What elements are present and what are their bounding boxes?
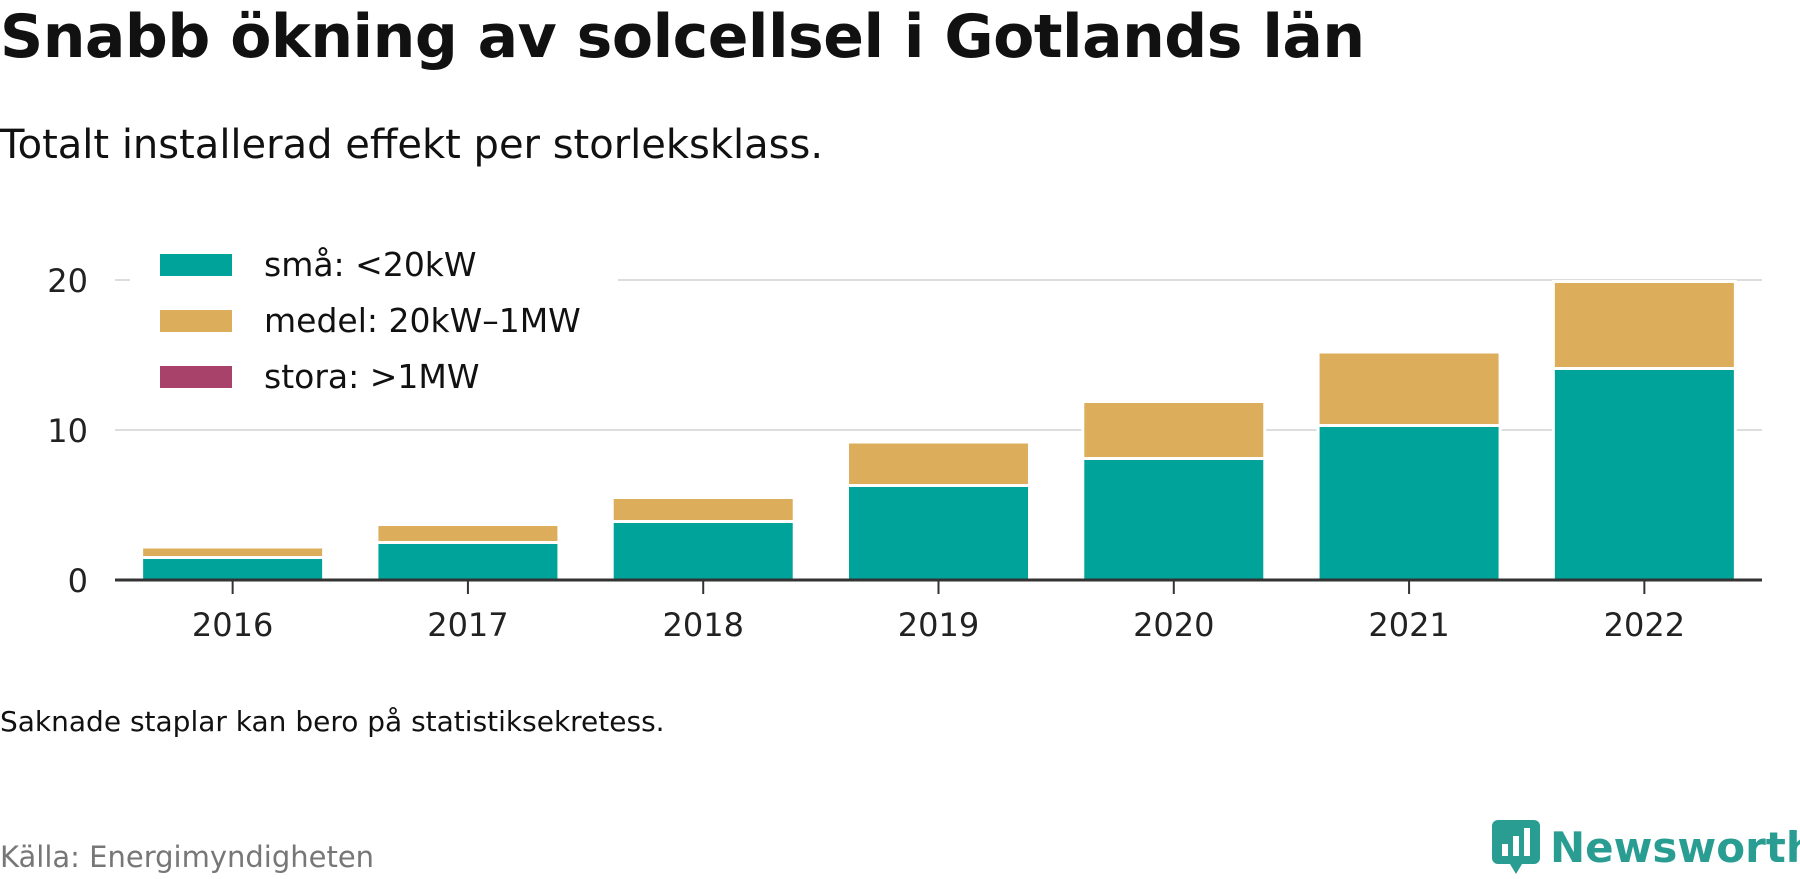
bar-segment-2017-series-0 — [375, 541, 561, 582]
bar-segment-2018-series-0 — [610, 520, 796, 582]
legend-swatch — [160, 366, 232, 388]
legend-label: medel: 20kW–1MW — [264, 301, 581, 340]
x-tick-label: 2019 — [898, 606, 979, 644]
legend-swatch — [160, 310, 232, 332]
x-tick-label: 2018 — [662, 606, 743, 644]
x-tick-label: 2016 — [192, 606, 273, 644]
bar-segment-2016-series-1 — [140, 545, 326, 559]
bar-segment-2016-series-0 — [140, 556, 326, 582]
bar-segment-2022-series-1 — [1551, 280, 1737, 370]
chart-subtitle: Totalt installerad effekt per storlekskl… — [0, 122, 824, 168]
y-axis-ticks: 0 10 20 — [47, 262, 88, 600]
bar-segment-2017-series-1 — [375, 523, 561, 544]
legend: små: <20kW medel: 20kW–1MW stora: >1MW — [130, 240, 618, 420]
x-tick-label: 2017 — [427, 606, 508, 644]
legend-label: små: <20kW — [264, 245, 477, 284]
chart-title: Snabb ökning av solcellsel i Gotlands lä… — [0, 2, 1365, 72]
bar-segment-2019-series-0 — [846, 484, 1031, 582]
x-axis-ticks: 2016 2017 2018 2019 2020 2021 2022 — [192, 580, 1685, 644]
source-label: Källa: Energimyndigheten — [0, 840, 375, 874]
legend-label: stora: >1MW — [264, 357, 479, 396]
bar-segment-2020-series-1 — [1081, 400, 1267, 460]
bar-segment-2020-series-0 — [1081, 457, 1267, 582]
bar-segment-2022-series-0 — [1551, 367, 1737, 582]
y-tick-label: 0 — [68, 562, 88, 600]
brand-name: Newsworthy — [1550, 822, 1800, 872]
footnote: Saknade staplar kan bero på statistiksek… — [0, 705, 665, 738]
legend-swatch — [160, 254, 232, 276]
bar-segment-2018-series-1 — [610, 496, 796, 523]
bar-segment-2021-series-0 — [1316, 424, 1502, 582]
bar-segment-2021-series-1 — [1316, 350, 1502, 427]
x-tick-label: 2022 — [1604, 606, 1685, 644]
bar-segment-2019-series-1 — [846, 440, 1031, 487]
bar-chart: 0 10 20 2016 2017 2018 2019 2020 2021 2022 små: … — [47, 240, 1762, 644]
y-tick-label: 10 — [47, 412, 88, 450]
x-tick-label: 2020 — [1133, 606, 1214, 644]
x-tick-label: 2021 — [1368, 606, 1449, 644]
newsworthy-logo-icon — [1492, 820, 1540, 874]
y-tick-label: 20 — [47, 262, 88, 300]
bars — [140, 280, 1737, 582]
brand-logo: Newsworthy — [1492, 820, 1800, 874]
